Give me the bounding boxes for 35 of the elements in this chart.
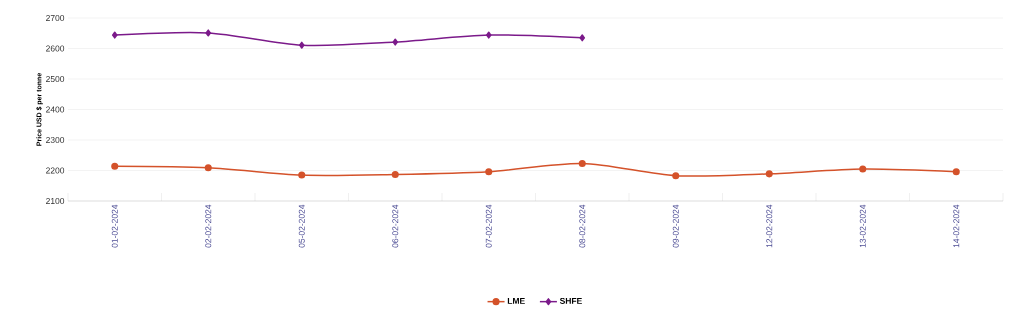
- x-tick-label: 13-02-2024: [859, 204, 866, 248]
- x-tick-label: 02-02-2024: [205, 204, 212, 248]
- point: [672, 172, 680, 180]
- point: [485, 31, 492, 39]
- x-tick-label: 09-02-2024: [672, 204, 679, 248]
- y-tick-label: 2300: [46, 137, 65, 143]
- point: [391, 170, 399, 178]
- point: [204, 164, 212, 172]
- point: [952, 168, 960, 176]
- x-tick-label: 06-02-2024: [392, 204, 399, 248]
- x-tick-label: 05-02-2024: [298, 204, 305, 248]
- x-tick-label: 07-02-2024: [485, 204, 492, 248]
- legend-label: SHFE: [559, 297, 582, 304]
- point: [392, 38, 399, 46]
- point: [111, 162, 119, 170]
- point: [485, 168, 493, 176]
- x-tick-label: 01-02-2024: [111, 204, 118, 248]
- y-tick-label: 2200: [46, 167, 65, 174]
- y-tick-label: 2400: [46, 106, 65, 113]
- x-tick-label: 14-02-2024: [953, 204, 960, 248]
- y-tick-label: 2600: [46, 45, 65, 52]
- point: [111, 31, 118, 39]
- point: [298, 41, 305, 49]
- point: [765, 170, 773, 178]
- point: [205, 29, 212, 37]
- x-tick-label: 12-02-2024: [766, 204, 773, 248]
- legend-label: LME: [507, 297, 525, 304]
- x-tick-label: 08-02-2024: [579, 204, 586, 248]
- point: [298, 171, 306, 179]
- y-tick-label: 2100: [46, 198, 65, 204]
- y-tick-label: 2500: [46, 76, 65, 82]
- point: [859, 165, 867, 173]
- point: [579, 34, 586, 42]
- y-tick-label: 2700: [46, 15, 65, 21]
- point: [578, 159, 586, 168]
